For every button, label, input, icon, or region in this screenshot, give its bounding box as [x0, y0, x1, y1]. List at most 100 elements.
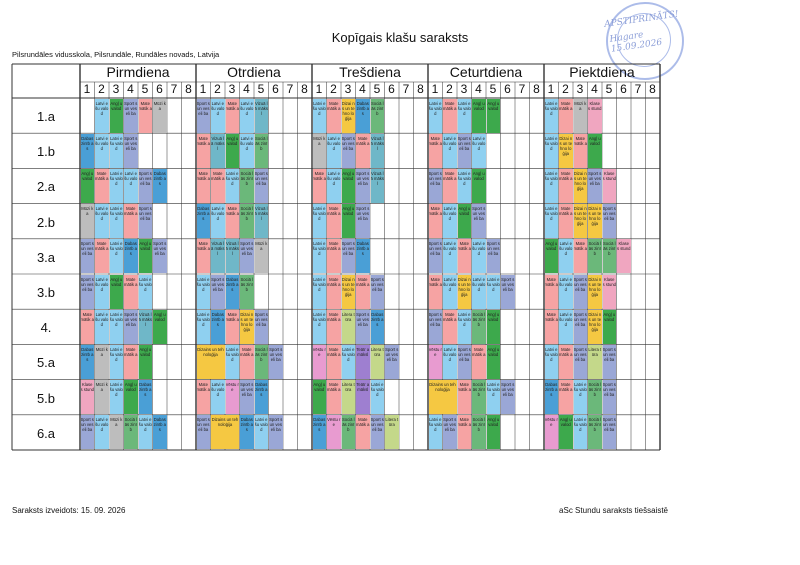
lesson-cell[interactable]: Sociā lās zinīb	[240, 168, 254, 204]
lesson-cell[interactable]: Dizai ns un tehno loģija	[341, 98, 355, 133]
lesson-cell[interactable]: Mate mātik a	[457, 239, 471, 274]
lesson-cell[interactable]: Angļ u valod	[602, 309, 616, 344]
lesson-cell[interactable]: Dizai ns un tehno loģija	[341, 274, 355, 309]
lesson-cell[interactable]: Mate mātik a	[559, 344, 573, 380]
lesson-cell[interactable]: Vizuā lā māksl	[211, 239, 225, 274]
lesson-cell[interactable]: Dabas zinīb as	[254, 380, 268, 415]
lesson-cell[interactable]: Mate mātik a	[472, 344, 486, 380]
lesson-cell[interactable]: Mate mātik a	[124, 204, 138, 239]
lesson-cell[interactable]: Dizai ns un tehno loģija	[457, 274, 471, 309]
lesson-cell[interactable]: Latvi ešu valod	[573, 415, 587, 450]
lesson-cell[interactable]: Sport s un veseli ba	[356, 309, 370, 344]
lesson-cell[interactable]: Latvi ešu valod	[95, 415, 109, 450]
lesson-cell[interactable]: Mate mātik a	[573, 239, 587, 274]
lesson-cell[interactable]: Angļ u valod	[341, 204, 355, 239]
lesson-cell[interactable]: Angļ u valod	[559, 415, 573, 450]
lesson-cell[interactable]: Sport s un veseli ba	[457, 133, 471, 168]
lesson-cell[interactable]: Mate mātik a	[443, 98, 457, 133]
lesson-cell[interactable]: Mate mātik a	[428, 133, 442, 168]
lesson-cell[interactable]: Sport s un veseli ba	[269, 415, 283, 450]
lesson-cell[interactable]: Dabas zinīb as	[211, 309, 225, 344]
lesson-cell[interactable]: Mate mātik a	[327, 380, 341, 415]
lesson-cell[interactable]: Latvi ešu valod	[457, 309, 471, 344]
lesson-cell[interactable]: Teātr a māksl	[356, 380, 370, 415]
lesson-cell[interactable]: Latvi ešu valod	[472, 239, 486, 274]
lesson-cell[interactable]: Mate mātik a	[95, 239, 109, 274]
lesson-cell[interactable]: Dizai ns un tehno loģija	[588, 309, 602, 344]
lesson-cell[interactable]: Sport s un veseli ba	[341, 133, 355, 168]
lesson-cell[interactable]: Dabas zinīb as	[356, 239, 370, 274]
lesson-cell[interactable]: Vizuā lā māksl	[370, 168, 384, 204]
lesson-cell[interactable]: Angļ u valod	[138, 344, 152, 380]
lesson-cell[interactable]: Latvi ešu valod	[254, 415, 268, 450]
lesson-cell[interactable]: Latvi ešu valod	[211, 204, 225, 239]
lesson-cell[interactable]: Angļ u valod	[341, 168, 355, 204]
lesson-cell[interactable]: Latvi ešu valod	[109, 239, 123, 274]
lesson-cell[interactable]: Latvi ešu valod	[472, 274, 486, 309]
lesson-cell[interactable]: Angļ u valod	[109, 98, 123, 133]
lesson-cell[interactable]: Latvi ešu valod	[428, 98, 442, 133]
lesson-cell[interactable]: Sport s un veseli ba	[588, 168, 602, 204]
lesson-cell[interactable]: Vizuā lā māksl	[211, 133, 225, 168]
lesson-cell[interactable]: Sociā lās zinīb	[602, 239, 616, 274]
lesson-cell[interactable]: Vizuā lā māksl	[370, 133, 384, 168]
lesson-cell[interactable]: Mate mātik a	[196, 380, 210, 415]
lesson-cell[interactable]: Latvi ešu valod	[443, 344, 457, 380]
lesson-cell[interactable]: Litera tūra	[588, 344, 602, 380]
lesson-cell[interactable]: Latvi ešu valod	[95, 274, 109, 309]
lesson-cell[interactable]: Sport s un veseli ba	[472, 204, 486, 239]
lesson-cell[interactable]: Sport s un veseli ba	[196, 415, 210, 450]
lesson-cell[interactable]: Angļ u valod	[486, 309, 500, 344]
lesson-cell[interactable]: Vēstu re	[312, 344, 326, 380]
lesson-cell[interactable]: Latvi ešu valod	[109, 133, 123, 168]
lesson-cell[interactable]: Vēstu re	[327, 415, 341, 450]
lesson-cell[interactable]: Latvi ešu valod	[211, 380, 225, 415]
lesson-cell[interactable]: Klase s stund	[80, 380, 94, 415]
lesson-cell[interactable]: Mate mātik a	[443, 309, 457, 344]
lesson-cell[interactable]: Dabas zinīb as	[138, 380, 152, 415]
lesson-cell[interactable]: Latvi ešu valod	[138, 274, 152, 309]
lesson-cell[interactable]: Latvi ešu valod	[370, 380, 384, 415]
lesson-cell[interactable]: Sport s un veseli ba	[138, 204, 152, 239]
lesson-cell[interactable]: Mate mātik a	[428, 204, 442, 239]
lesson-cell[interactable]: Sociā lās zinīb	[240, 274, 254, 309]
lesson-cell[interactable]: Mate mātik a	[544, 274, 558, 309]
lesson-cell[interactable]: Latvi ešu valod	[457, 168, 471, 204]
lesson-cell[interactable]: Mate mātik a	[124, 344, 138, 380]
lesson-cell[interactable]: Latvi ešu valod	[544, 204, 558, 239]
lesson-cell[interactable]: Latvi ešu valod	[138, 415, 152, 450]
lesson-cell[interactable]: Latvi ešu valod	[95, 133, 109, 168]
lesson-cell[interactable]: Mate mātik a	[138, 98, 152, 133]
lesson-cell[interactable]: Mate mātik a	[356, 133, 370, 168]
lesson-cell[interactable]: Angļ u valod	[457, 204, 471, 239]
lesson-cell[interactable]: Mate mātik a	[80, 309, 94, 344]
lesson-cell[interactable]: Angļ u valod	[80, 168, 94, 204]
lesson-cell[interactable]: Sport s un veseli ba	[124, 133, 138, 168]
lesson-cell[interactable]: Sport s un veseli ba	[573, 309, 587, 344]
lesson-cell[interactable]: Dabas zinīb as	[312, 415, 326, 450]
lesson-cell[interactable]: Latvi ešu valod	[443, 204, 457, 239]
lesson-cell[interactable]: Litera tūra	[370, 344, 384, 380]
lesson-cell[interactable]: Angļ u valod	[109, 274, 123, 309]
lesson-cell[interactable]: Sport s un veseli ba	[457, 344, 471, 380]
lesson-cell[interactable]: Sociā lās zinīb	[588, 380, 602, 415]
lesson-cell[interactable]: Latvi ešu valod	[573, 380, 587, 415]
lesson-cell[interactable]: Sport s un veseli ba	[240, 239, 254, 274]
lesson-cell[interactable]: Latvi ešu valod	[109, 168, 123, 204]
lesson-cell[interactable]: Sport s un veseli ba	[124, 309, 138, 344]
lesson-cell[interactable]: Sport s un veseli ba	[80, 274, 94, 309]
lesson-cell[interactable]: Klase s stund	[602, 274, 616, 309]
lesson-cell[interactable]: Mūzi ka	[80, 204, 94, 239]
lesson-cell[interactable]: Dabas zinīb as	[356, 98, 370, 133]
lesson-cell[interactable]: Latvi ešu valod	[312, 309, 326, 344]
lesson-cell[interactable]: Mate mātik a	[196, 239, 210, 274]
lesson-cell[interactable]: Sociā lās zinīb	[254, 133, 268, 168]
lesson-cell[interactable]: Latvi ešu valod	[240, 133, 254, 168]
lesson-cell[interactable]: Vizuā lā māksl	[138, 309, 152, 344]
lesson-cell[interactable]: Angļ u valod	[588, 133, 602, 168]
lesson-cell[interactable]: Latvi ešu valod	[109, 380, 123, 415]
lesson-cell[interactable]: Latvi ešu valod	[312, 204, 326, 239]
lesson-cell[interactable]: Mūzi ka	[109, 415, 123, 450]
lesson-cell[interactable]: Vēstu re	[428, 344, 442, 380]
lesson-cell[interactable]: Sport s un veseli ba	[254, 168, 268, 204]
